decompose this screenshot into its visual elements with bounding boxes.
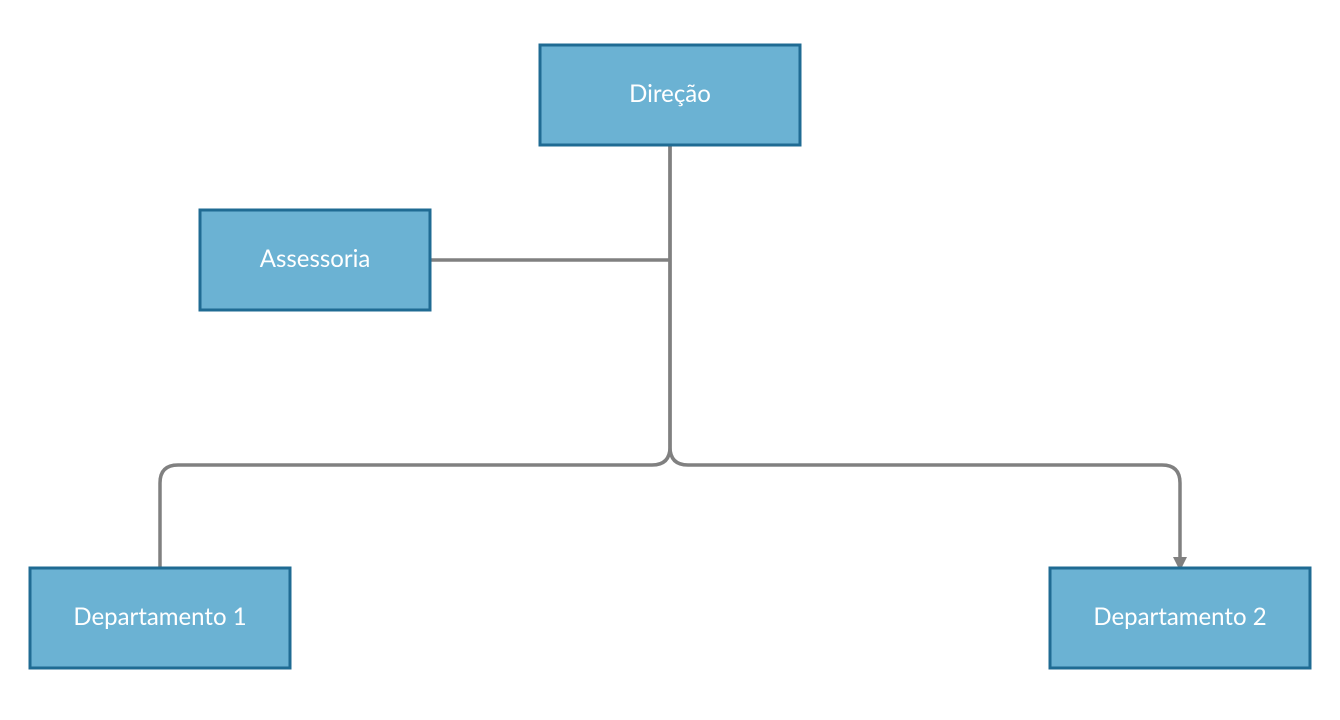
node-departamento-1-label: Departamento 1: [73, 602, 246, 631]
node-direcao-label: Direção: [629, 79, 711, 108]
node-departamento-2-label: Departamento 2: [1093, 602, 1266, 631]
node-departamento-1: Departamento 1: [30, 568, 290, 668]
node-assessoria-label: Assessoria: [260, 244, 371, 273]
edge-root-to-dept2: [670, 145, 1180, 564]
org-chart-diagram: Direção Assessoria Departamento 1 Departame…: [0, 0, 1340, 720]
node-assessoria: Assessoria: [200, 210, 430, 310]
edge-root-to-dept1: [160, 145, 670, 568]
node-departamento-2: Departamento 2: [1050, 568, 1310, 668]
node-direcao: Direção: [540, 45, 800, 145]
edges-layer: [160, 145, 1180, 568]
